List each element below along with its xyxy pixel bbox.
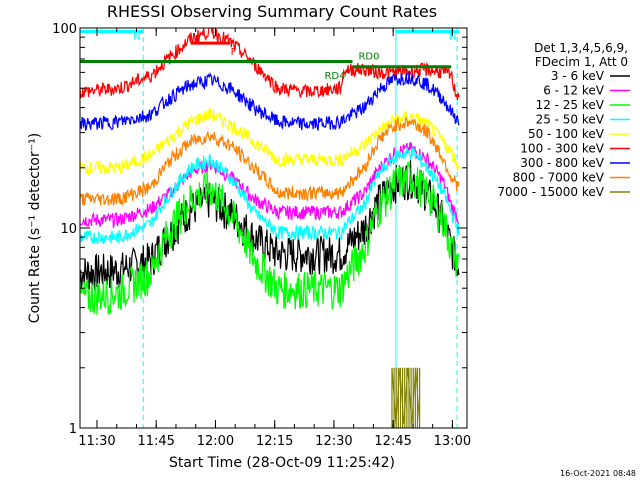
- y-tick-label-2: 100: [52, 22, 77, 37]
- legend-header-line-1: Det 1,3,4,5,6,9,: [534, 41, 628, 55]
- series-line-1: [80, 142, 460, 230]
- series-line-5: [80, 28, 460, 100]
- legend-label-0: 3 - 6 keV: [551, 69, 605, 83]
- legend-label-2: 12 - 25 keV: [536, 98, 605, 112]
- legend-label-8: 7000 - 15000 keV: [497, 185, 604, 199]
- series-line-0: [80, 160, 460, 291]
- x-tick-label-3: 12:15: [256, 434, 293, 449]
- flag-label-2: F: [231, 47, 237, 58]
- series-line-2: [80, 161, 460, 316]
- legend: Det 1,3,4,5,6,9, FDecim 1, Att 0 3 - 6 k…: [497, 41, 630, 199]
- x-tick-label-5: 12:45: [374, 434, 411, 449]
- x-tick-label-4: 12:30: [315, 434, 352, 449]
- chart-title: RHESSI Observing Summary Count Rates: [107, 2, 437, 21]
- legend-label-6: 300 - 800 keV: [520, 156, 604, 170]
- y-tick-label-0: 1: [69, 422, 77, 437]
- flag-label-3: RD0: [358, 51, 379, 62]
- x-tick-label-6: 13:00: [434, 434, 471, 449]
- legend-label-7: 800 - 7000 keV: [513, 171, 605, 185]
- series-line-3: [80, 146, 460, 245]
- flag-label-0: N: [133, 32, 140, 43]
- series-line-6: [80, 70, 460, 131]
- flag-label-1: N: [449, 32, 456, 43]
- x-tick-label-2: 12:00: [197, 434, 234, 449]
- legend-label-3: 25 - 50 keV: [536, 113, 605, 127]
- x-tick-label-0: 11:30: [78, 434, 115, 449]
- footer-timestamp: 16-Oct-2021 08:48: [560, 469, 636, 478]
- flag-label-4: RD4: [324, 71, 345, 82]
- x-tick-label-1: 11:45: [137, 434, 174, 449]
- legend-label-4: 50 - 100 keV: [528, 127, 605, 141]
- legend-label-5: 100 - 300 keV: [520, 142, 604, 156]
- series-line-7: [80, 116, 460, 207]
- x-axis-label: Start Time (28-Oct-09 11:25:42): [169, 455, 395, 471]
- legend-header-line-2: FDecim 1, Att 0: [535, 55, 628, 69]
- y-tick-label-1: 10: [60, 222, 77, 237]
- y-axis-label: Count Rate (s⁻¹ detector⁻¹): [27, 133, 43, 323]
- legend-label-1: 6 - 12 keV: [543, 84, 605, 98]
